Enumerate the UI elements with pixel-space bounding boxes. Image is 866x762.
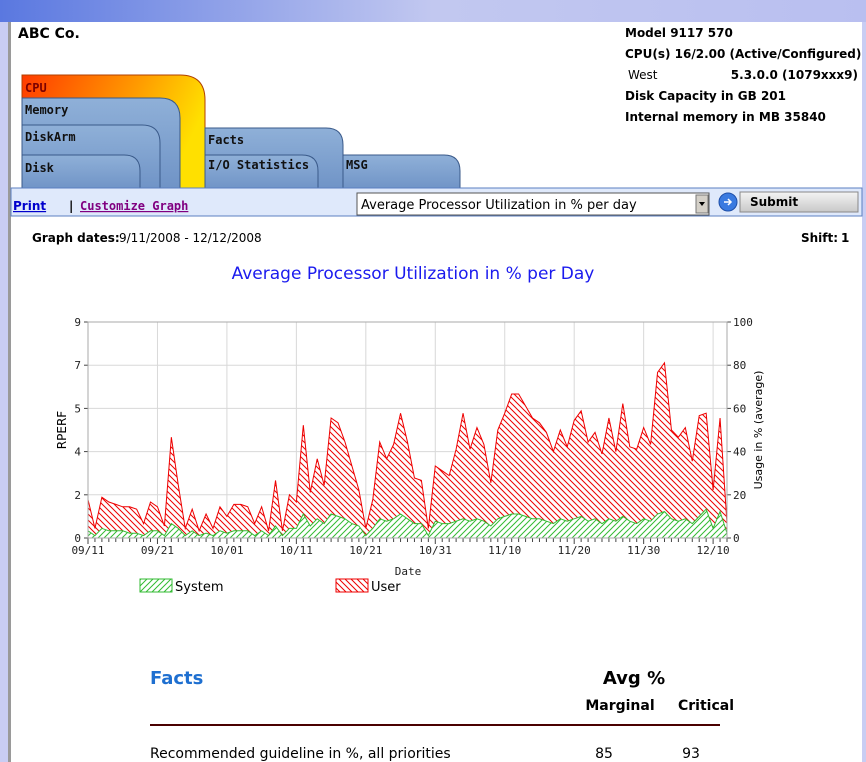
info-region: West <box>628 68 658 82</box>
x-tick-label: 09/11 <box>71 544 104 557</box>
x-tick-label: 12/10 <box>697 544 730 557</box>
company: ABC Co. <box>18 26 80 42</box>
tab-label[interactable]: Facts <box>208 133 244 147</box>
y-tick-label: 4 <box>74 446 81 459</box>
x-axis-label: Date <box>395 565 422 578</box>
facts-column: Critical <box>678 698 734 714</box>
x-tick-label: 10/11 <box>280 544 313 557</box>
y2-tick-label: 40 <box>733 446 746 459</box>
y2-tick-label: 80 <box>733 359 746 372</box>
info-cpus: CPU(s) 16/2.00 (Active/Configured) <box>625 47 861 61</box>
info-version: 5.3.0.0 (1079xxx9) <box>731 68 858 82</box>
x-tick-label: 10/01 <box>210 544 243 557</box>
shift-value: 1 <box>841 231 849 245</box>
y-tick-label: 2 <box>74 489 81 502</box>
select-value[interactable]: Average Processor Utilization in % per d… <box>361 198 637 213</box>
y2-tick-label: 60 <box>733 402 746 415</box>
shift-label: Shift: <box>801 231 838 245</box>
separator: | <box>69 199 73 213</box>
x-tick-label: 11/10 <box>488 544 521 557</box>
facts-row-label: Recommended guideline in %, all prioriti… <box>150 746 451 762</box>
tab-label[interactable]: Memory <box>25 103 68 117</box>
y2-tick-label: 0 <box>733 532 740 545</box>
info-model: Model 9117 570 <box>625 26 733 40</box>
tab-label[interactable]: CPU <box>25 81 47 95</box>
info-memory: Internal memory in MB 35840 <box>625 110 826 124</box>
facts-cell: 93 <box>682 746 700 762</box>
facts-column: Marginal <box>585 698 654 714</box>
facts-cell: 85 <box>595 746 613 762</box>
legend-label: System <box>175 580 223 595</box>
graph-dates-value: 9/11/2008 - 12/12/2008 <box>119 231 262 245</box>
x-tick-label: 10/21 <box>349 544 382 557</box>
area <box>87 361 728 539</box>
print-link[interactable]: Print <box>13 199 46 213</box>
tab-msg[interactable] <box>342 154 461 191</box>
y-tick-label: 5 <box>74 402 81 415</box>
tab-label[interactable]: DiskArm <box>25 130 76 144</box>
submit-label[interactable]: Submit <box>750 195 798 209</box>
customize-link[interactable]: Customize Graph <box>80 199 188 213</box>
facts-title: Facts <box>150 668 203 689</box>
panel-border <box>8 22 11 762</box>
legend-label: User <box>371 580 401 595</box>
y-axis-label: RPERF <box>55 411 69 449</box>
submit-button[interactable] <box>739 191 859 213</box>
graph-dates-label: Graph dates: <box>32 231 120 245</box>
legend-swatch <box>335 578 369 593</box>
top-band <box>0 0 866 22</box>
tab-label[interactable]: Disk <box>25 161 55 175</box>
select-box[interactable] <box>356 192 710 216</box>
y-tick-label: 0 <box>74 532 81 545</box>
x-tick-label: 11/20 <box>558 544 591 557</box>
y-tick-label: 7 <box>74 359 81 372</box>
y2-tick-label: 100 <box>733 316 753 329</box>
plot-frame <box>87 321 728 539</box>
tab-disk[interactable] <box>21 154 141 191</box>
x-tick-label: 11/30 <box>627 544 660 557</box>
facts-group: Avg % <box>603 668 665 689</box>
tab-label[interactable]: MSG <box>346 158 368 172</box>
info-disk: Disk Capacity in GB 201 <box>625 89 786 103</box>
legend-swatch <box>139 578 173 593</box>
y2-tick-label: 20 <box>733 489 746 502</box>
y2-axis-label: Usage in % (average) <box>752 371 765 490</box>
tab-io[interactable] <box>204 154 319 191</box>
chart-title: Average Processor Utilization in % per D… <box>232 264 595 284</box>
x-tick-label: 10/31 <box>419 544 452 557</box>
x-tick-label: 09/21 <box>141 544 174 557</box>
tab-label[interactable]: I/O Statistics <box>208 158 309 172</box>
facts-rule <box>150 724 720 726</box>
arrow-icon <box>699 202 705 206</box>
y-tick-label: 9 <box>74 316 81 329</box>
area <box>87 508 728 539</box>
submit-icon-arrow <box>724 198 733 206</box>
